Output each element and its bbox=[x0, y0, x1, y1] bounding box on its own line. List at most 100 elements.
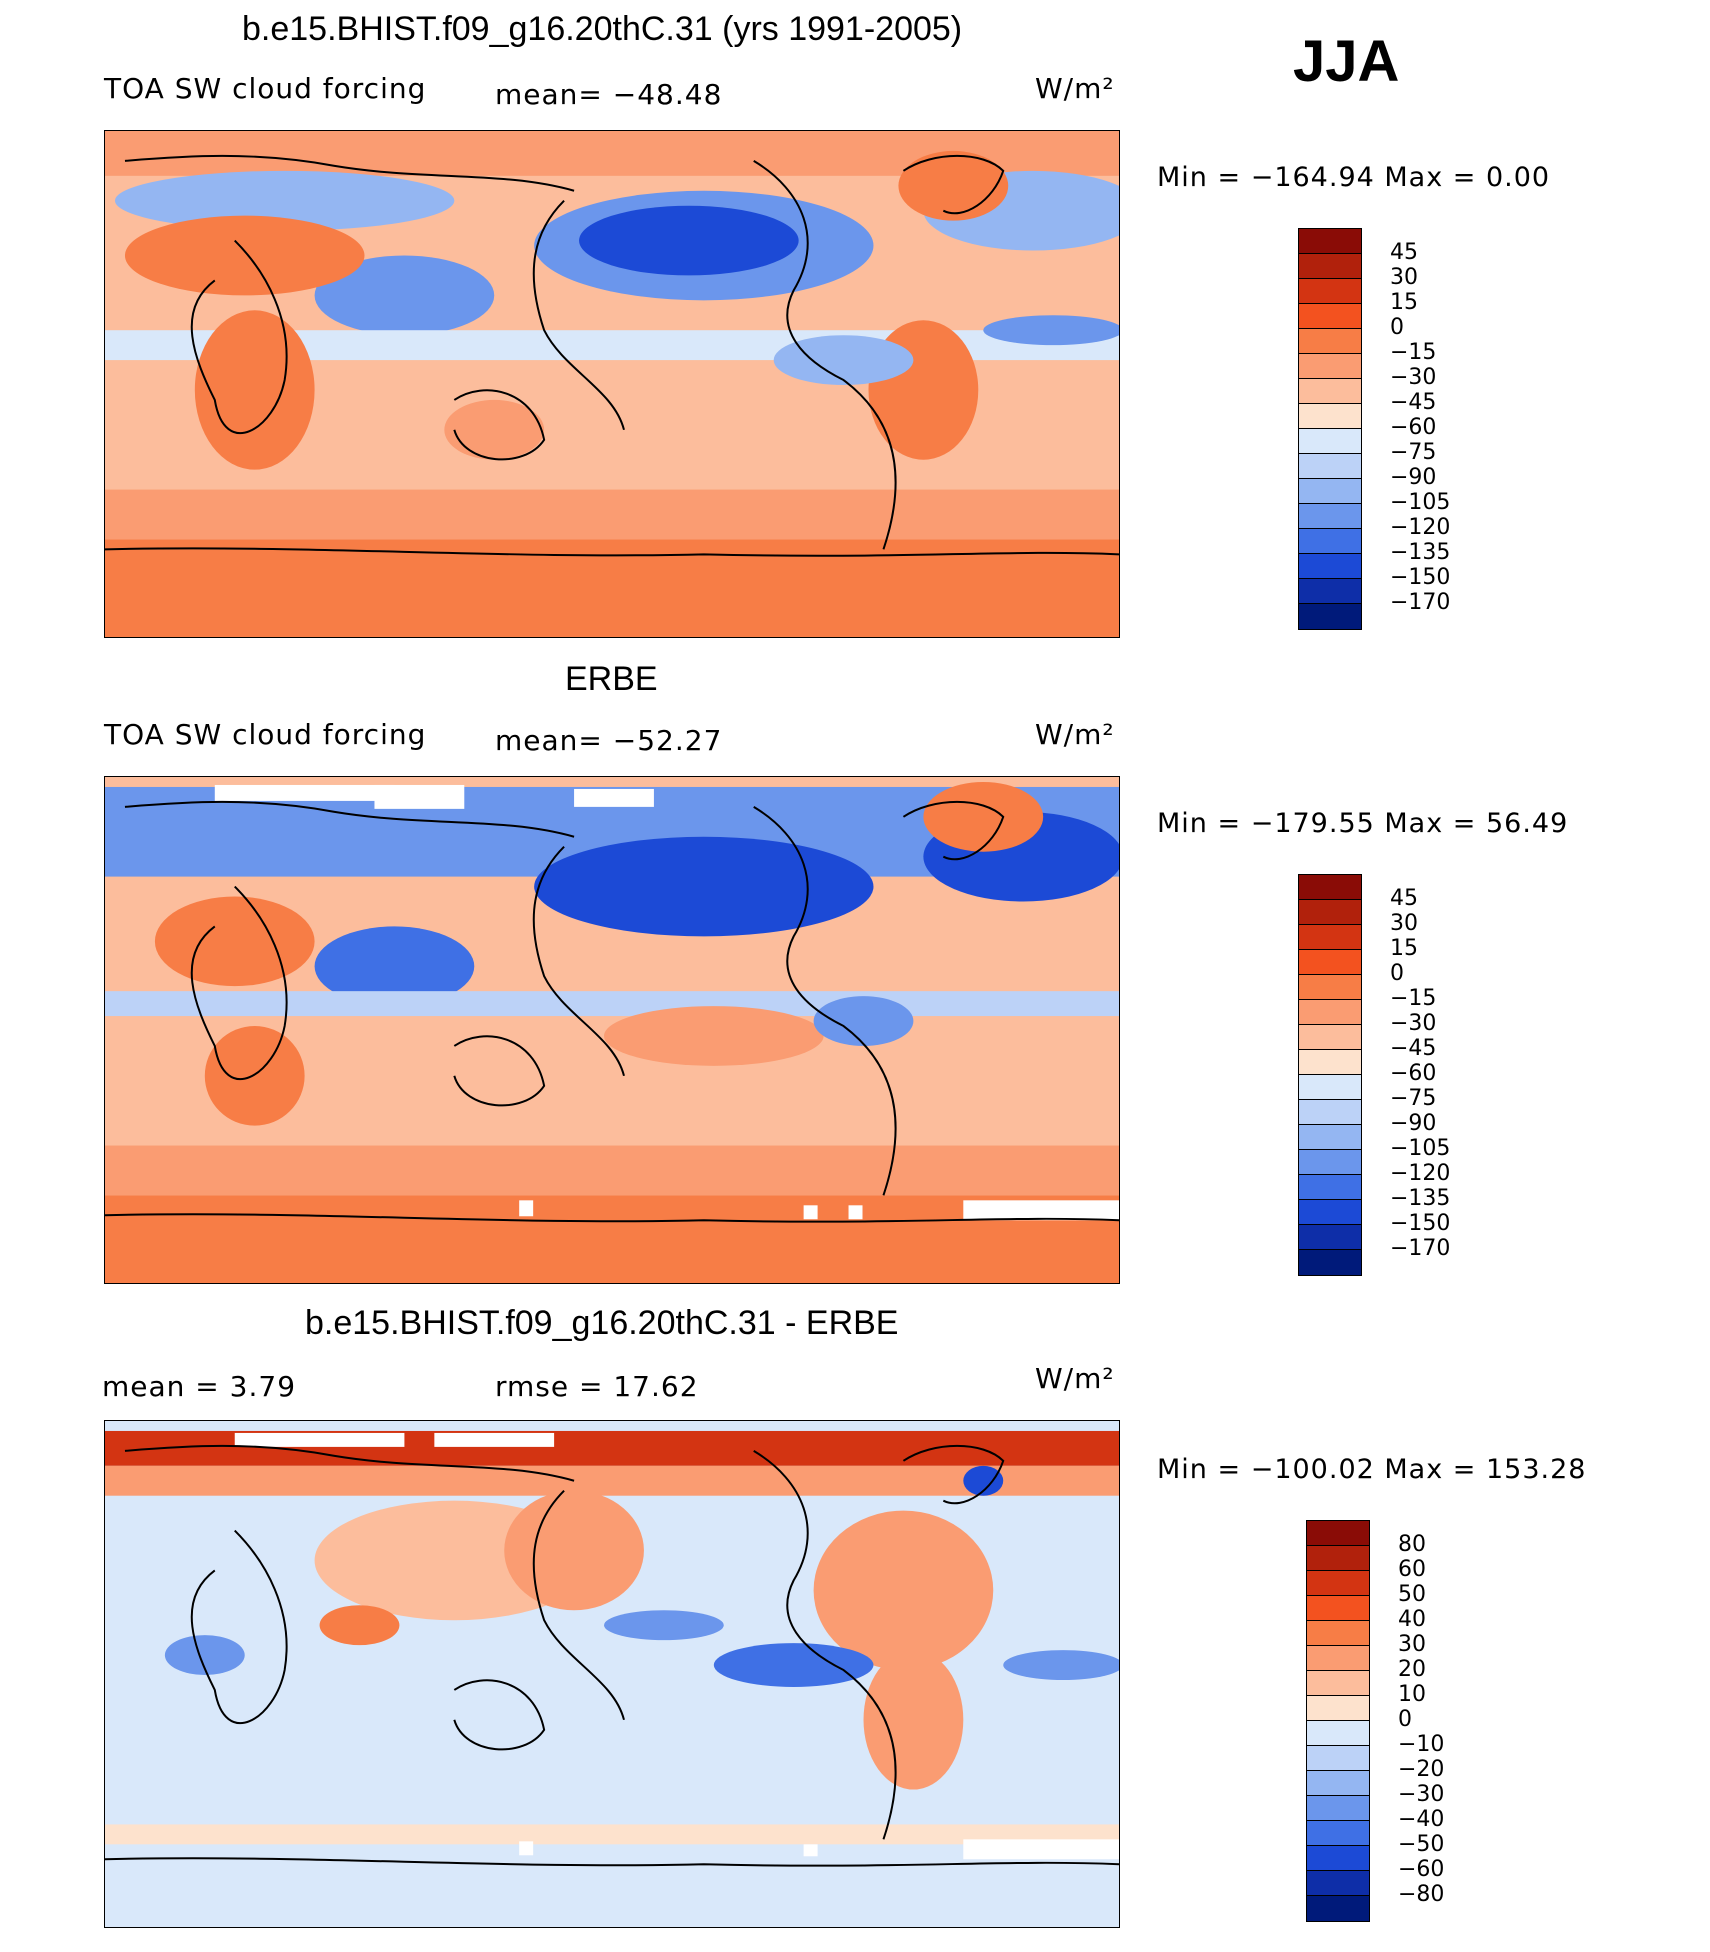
panel2-mean: mean= −52.27 bbox=[495, 724, 723, 757]
colorbar-label: −15 bbox=[1390, 986, 1437, 1011]
sahara bbox=[124, 215, 365, 296]
colorbar-label: −120 bbox=[1390, 515, 1451, 540]
colorbar-label: −30 bbox=[1390, 365, 1437, 390]
colorbar-swatch bbox=[1307, 1596, 1369, 1621]
colorbar-swatch bbox=[1299, 950, 1361, 975]
colorbar-label: −40 bbox=[1398, 1807, 1445, 1832]
south-band bbox=[105, 1195, 1119, 1283]
panel2-map bbox=[104, 776, 1120, 1284]
colorbar-label: −135 bbox=[1390, 540, 1451, 565]
season-label: JJA bbox=[1293, 29, 1400, 94]
pacific-subtropics bbox=[604, 1006, 824, 1066]
south-america-warm bbox=[863, 1650, 964, 1790]
colorbar-swatch bbox=[1299, 604, 1361, 629]
colorbar-label: 10 bbox=[1398, 1682, 1426, 1707]
missing-north-2 bbox=[374, 784, 465, 809]
colorbar-swatch bbox=[1299, 454, 1361, 479]
colorbar-swatch bbox=[1299, 875, 1361, 900]
colorbar-label: −30 bbox=[1398, 1782, 1445, 1807]
colorbar-swatch bbox=[1299, 1100, 1361, 1125]
colorbar-swatch bbox=[1299, 429, 1361, 454]
panel1-minmax: Min = −164.94 Max = 0.00 bbox=[1157, 162, 1551, 193]
panel1-mean: mean= −48.48 bbox=[495, 78, 723, 111]
colorbar-swatch bbox=[1307, 1671, 1369, 1696]
colorbar-swatch bbox=[1299, 579, 1361, 604]
panel2-colorbar bbox=[1298, 874, 1362, 1276]
panel1-map-svg bbox=[105, 131, 1119, 637]
australia bbox=[444, 399, 545, 460]
colorbar-swatch bbox=[1307, 1546, 1369, 1571]
missing-south-1 bbox=[963, 1200, 1119, 1221]
colorbar-swatch bbox=[1299, 1150, 1361, 1175]
colorbar-label: −105 bbox=[1390, 1136, 1451, 1161]
colorbar-swatch bbox=[1307, 1621, 1369, 1646]
colorbar-swatch bbox=[1307, 1871, 1369, 1896]
colorbar-swatch bbox=[1299, 925, 1361, 950]
colorbar-swatch bbox=[1307, 1646, 1369, 1671]
colorbar-swatch bbox=[1307, 1696, 1369, 1721]
colorbar-label: −150 bbox=[1390, 1211, 1451, 1236]
colorbar-swatch bbox=[1299, 1125, 1361, 1150]
colorbar-swatch bbox=[1299, 1050, 1361, 1075]
colorbar-swatch bbox=[1299, 554, 1361, 579]
east-pacific-stratus bbox=[773, 335, 914, 385]
missing-south-2 bbox=[519, 1841, 534, 1856]
north-pacific-cloud bbox=[534, 836, 874, 937]
colorbar-label: −170 bbox=[1390, 590, 1451, 615]
colorbar-swatch bbox=[1299, 1025, 1361, 1050]
missing-south-3 bbox=[803, 1205, 818, 1220]
colorbar-label: −75 bbox=[1390, 1086, 1437, 1111]
greenland bbox=[898, 150, 1009, 221]
colorbar-swatch bbox=[1299, 975, 1361, 1000]
panel1-colorbar bbox=[1298, 228, 1362, 630]
colorbar-label: −20 bbox=[1398, 1757, 1445, 1782]
coastline bbox=[105, 154, 1119, 557]
colorbar-label: −90 bbox=[1390, 1111, 1437, 1136]
missing-north-3 bbox=[574, 788, 654, 807]
colorbar-swatch bbox=[1299, 279, 1361, 304]
colorbar-label: 15 bbox=[1390, 290, 1418, 315]
colorbar-label: 30 bbox=[1398, 1632, 1426, 1657]
panel1-units: W/m² bbox=[1035, 72, 1115, 105]
panel2-title: ERBE bbox=[565, 660, 658, 698]
colorbar-swatch bbox=[1307, 1721, 1369, 1746]
colorbar-swatch bbox=[1299, 379, 1361, 404]
colorbar-swatch bbox=[1307, 1796, 1369, 1821]
panel2-left-label: TOA SW cloud forcing bbox=[104, 718, 427, 751]
colorbar-label: −90 bbox=[1390, 465, 1437, 490]
colorbar-label: −30 bbox=[1390, 1011, 1437, 1036]
panel3-minmax: Min = −100.02 Max = 153.28 bbox=[1157, 1454, 1587, 1485]
panel1-map bbox=[104, 130, 1120, 638]
colorbar-label: −135 bbox=[1390, 1186, 1451, 1211]
colorbar-swatch bbox=[1307, 1571, 1369, 1596]
colorbar-swatch bbox=[1307, 1896, 1369, 1921]
colorbar-label: −45 bbox=[1390, 1036, 1437, 1061]
colorbar-label: −60 bbox=[1398, 1857, 1445, 1882]
colorbar-swatch bbox=[1307, 1821, 1369, 1846]
asia-cloud bbox=[314, 255, 495, 336]
missing-south-4 bbox=[848, 1205, 863, 1220]
colorbar-label: 50 bbox=[1398, 1582, 1426, 1607]
colorbar-swatch bbox=[1299, 504, 1361, 529]
america-warm bbox=[813, 1510, 994, 1671]
colorbar-label: −170 bbox=[1390, 1236, 1451, 1261]
panel3-colorbar bbox=[1306, 1520, 1370, 1922]
sahara bbox=[154, 896, 315, 987]
colorbar-swatch bbox=[1299, 229, 1361, 254]
panel2-units: W/m² bbox=[1035, 718, 1115, 751]
colorbar-label: 40 bbox=[1398, 1607, 1426, 1632]
colorbar-swatch bbox=[1299, 1225, 1361, 1250]
itcz bbox=[105, 991, 1119, 1017]
panel1-title: b.e15.BHIST.f09_g16.20thC.31 (yrs 1991-2… bbox=[242, 10, 963, 48]
greenland-cool bbox=[963, 1465, 1004, 1496]
africa-land bbox=[194, 310, 315, 470]
colorbar-label: 15 bbox=[1390, 936, 1418, 961]
colorbar-label: −105 bbox=[1390, 490, 1451, 515]
panel3-rmse: rmse = 17.62 bbox=[495, 1370, 699, 1403]
colorbar-label: −45 bbox=[1390, 390, 1437, 415]
colorbar-swatch bbox=[1299, 354, 1361, 379]
colorbar-swatch bbox=[1299, 529, 1361, 554]
colorbar-swatch bbox=[1299, 1175, 1361, 1200]
colorbar-label: −75 bbox=[1390, 440, 1437, 465]
colorbar-swatch bbox=[1299, 1000, 1361, 1025]
